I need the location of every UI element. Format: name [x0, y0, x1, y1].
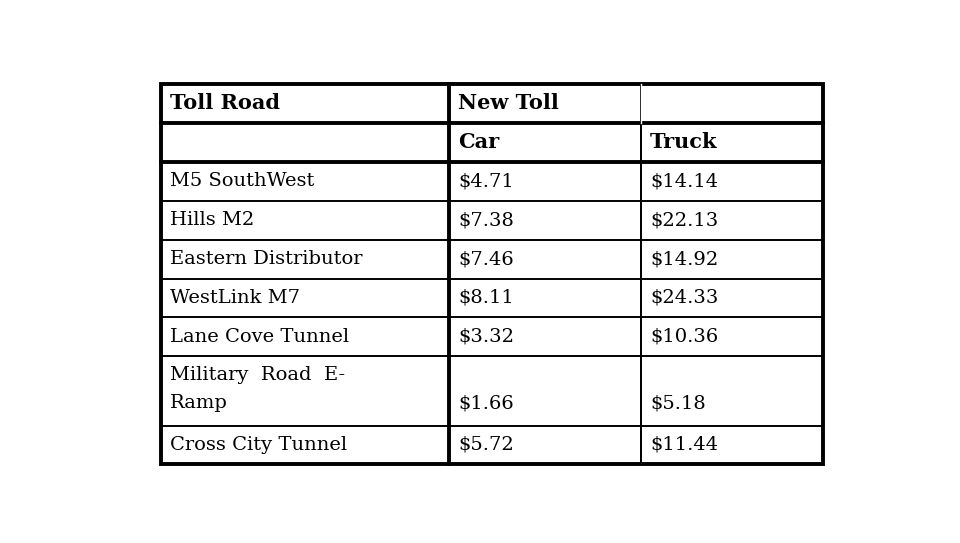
Text: Car: Car [458, 132, 499, 153]
Bar [641, 84, 823, 123]
Text: $7.38: $7.38 [458, 211, 514, 229]
Bar [641, 426, 823, 464]
Text: $3.32: $3.32 [458, 328, 514, 346]
Bar [449, 426, 641, 464]
Bar [449, 84, 641, 123]
Text: Hills M2: Hills M2 [170, 211, 254, 229]
Bar [449, 239, 641, 279]
Bar [161, 318, 449, 356]
Bar [161, 426, 449, 464]
Text: $11.44: $11.44 [650, 436, 718, 454]
Text: Cross City Tunnel: Cross City Tunnel [170, 436, 347, 454]
Text: $22.13: $22.13 [650, 211, 718, 229]
Bar [641, 162, 823, 201]
Bar [161, 356, 449, 426]
Text: $5.18: $5.18 [650, 394, 706, 412]
Bar [161, 239, 449, 279]
Bar [161, 84, 823, 464]
Text: Toll Road: Toll Road [170, 93, 280, 113]
Bar [161, 201, 449, 239]
Bar [449, 356, 641, 426]
Bar [641, 279, 823, 318]
Bar [161, 162, 449, 201]
Bar [161, 279, 449, 318]
Text: Truck: Truck [650, 132, 717, 153]
Text: $24.33: $24.33 [650, 289, 718, 307]
Text: $14.14: $14.14 [650, 172, 718, 190]
Bar [641, 239, 823, 279]
Text: WestLink M7: WestLink M7 [170, 289, 300, 307]
Bar [161, 84, 823, 464]
Text: New Toll: New Toll [458, 93, 559, 113]
Text: $4.71: $4.71 [458, 172, 514, 190]
Text: $7.46: $7.46 [458, 250, 514, 268]
Text: Ramp: Ramp [170, 394, 228, 412]
Text: $10.36: $10.36 [650, 328, 718, 346]
Bar [449, 279, 641, 318]
Bar [449, 123, 641, 162]
Bar [641, 356, 823, 426]
Bar [641, 318, 823, 356]
Text: $1.66: $1.66 [458, 394, 514, 412]
Text: $5.72: $5.72 [458, 436, 514, 454]
Text: M5 SouthWest: M5 SouthWest [170, 172, 314, 190]
Text: $14.92: $14.92 [650, 250, 718, 268]
Text: Lane Cove Tunnel: Lane Cove Tunnel [170, 328, 349, 346]
Bar [641, 201, 823, 239]
Text: Eastern Distributor: Eastern Distributor [170, 250, 362, 268]
Text: Military  Road  E-: Military Road E- [170, 366, 345, 384]
Bar [641, 123, 823, 162]
Bar [449, 201, 641, 239]
Bar [449, 318, 641, 356]
Text: $8.11: $8.11 [458, 289, 514, 307]
Bar [161, 84, 449, 123]
Bar [449, 162, 641, 201]
Bar [161, 123, 449, 162]
